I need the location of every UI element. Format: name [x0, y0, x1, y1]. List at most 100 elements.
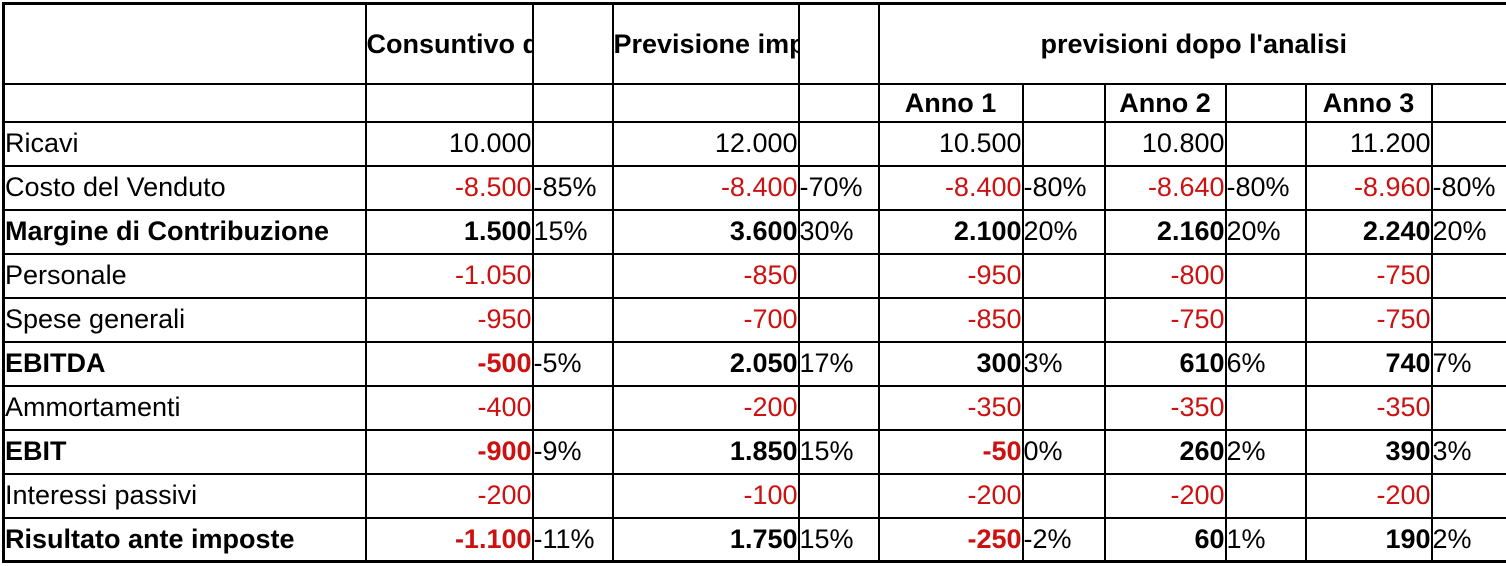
- row-label: Interessi passivi: [2, 472, 367, 519]
- cell-percent: [1021, 472, 1106, 519]
- cell-value: 190: [1304, 516, 1433, 563]
- header-consuntivo-di-partenza: Consuntivo di partenza: [364, 2, 534, 85]
- cell-value: -350: [877, 384, 1024, 431]
- table-row: Risultato ante imposte -1.100 -11% 1.750 15%…: [2, 516, 1506, 563]
- cell-value: -350: [1103, 384, 1227, 431]
- cell-percent: [1021, 120, 1106, 167]
- row-label: Costo del Venduto: [2, 164, 367, 211]
- cell-value: -950: [877, 252, 1024, 299]
- cell-value: 12.000: [611, 120, 800, 167]
- cell-value: 2.050: [611, 340, 800, 387]
- cell-value: -200: [1304, 472, 1433, 519]
- row-label: Spese generali: [2, 296, 367, 343]
- cell-percent: [797, 296, 880, 343]
- cell-percent: [531, 120, 614, 167]
- cell-percent: -80%: [1021, 164, 1106, 211]
- cell-percent: [797, 472, 880, 519]
- cell-percent: [1430, 296, 1506, 343]
- table-row: Costo del Venduto -8.500 -85% -8.400 -70% -8.…: [2, 164, 1506, 211]
- cell-value: -8.640: [1103, 164, 1227, 211]
- cell-percent: 17%: [797, 340, 880, 387]
- cell-value: -200: [611, 384, 800, 431]
- row-label: EBIT: [2, 428, 367, 475]
- cell-value: 610: [1103, 340, 1227, 387]
- cell-value: 260: [1103, 428, 1227, 475]
- cell-percent: [1224, 472, 1307, 519]
- cell-percent: -5%: [531, 340, 614, 387]
- cell-value: -50: [877, 428, 1024, 475]
- cell-percent: 1%: [1224, 516, 1307, 563]
- table-row: Interessi passivi -200 -100 -200 -200 -200: [2, 472, 1506, 519]
- cell-percent: 0%: [1021, 428, 1106, 475]
- cell-percent: [797, 120, 880, 167]
- empty-cell: [364, 82, 534, 123]
- cell-percent: [797, 384, 880, 431]
- cell-value: -900: [364, 428, 534, 475]
- cell-percent: [1021, 384, 1106, 431]
- empty-cell: [2, 82, 367, 123]
- cell-value: -850: [877, 296, 1024, 343]
- empty-cell: [611, 82, 800, 123]
- cell-percent: [797, 252, 880, 299]
- cell-value: -350: [1304, 384, 1433, 431]
- cell-percent: [1224, 296, 1307, 343]
- corner-empty-cell: [2, 2, 367, 85]
- header-anno-1: Anno 1: [877, 82, 1024, 123]
- cell-percent: 20%: [1430, 208, 1506, 255]
- cell-percent: [1430, 120, 1506, 167]
- row-label: Ammortamenti: [2, 384, 367, 431]
- row-label: Ricavi: [2, 120, 367, 167]
- empty-cell: [531, 82, 614, 123]
- row-label: Risultato ante imposte: [2, 516, 367, 563]
- cell-value: 11.200: [1304, 120, 1433, 167]
- table-row: EBITDA -500 -5% 2.050 17% 300 3% 610 6% 740 7%: [2, 340, 1506, 387]
- cell-percent: [1224, 384, 1307, 431]
- cell-value: 2.160: [1103, 208, 1227, 255]
- cell-value: 390: [1304, 428, 1433, 475]
- cell-value: -500: [364, 340, 534, 387]
- cell-percent: [1021, 296, 1106, 343]
- table-row: EBIT -900 -9% 1.850 15% -50 0% 260 2% 390 3%: [2, 428, 1506, 475]
- cell-value: 2.100: [877, 208, 1024, 255]
- table-row: Ammortamenti -400 -200 -350 -350 -350: [2, 384, 1506, 431]
- cell-value: 3.600: [611, 208, 800, 255]
- header-anno-3: Anno 3: [1304, 82, 1433, 123]
- empty-cell: [797, 2, 880, 85]
- cell-percent: 20%: [1224, 208, 1307, 255]
- cell-value: 10.800: [1103, 120, 1227, 167]
- cell-value: -800: [1103, 252, 1227, 299]
- cell-percent: 2%: [1430, 516, 1506, 563]
- cell-percent: -70%: [797, 164, 880, 211]
- header-anno-2: Anno 2: [1103, 82, 1227, 123]
- cell-percent: -11%: [531, 516, 614, 563]
- cell-value: 2.240: [1304, 208, 1433, 255]
- empty-cell: [531, 2, 614, 85]
- cell-percent: [1430, 472, 1506, 519]
- header-row-1: Consuntivo di partenza Previsione impren…: [2, 2, 1506, 85]
- cell-value: -8.400: [877, 164, 1024, 211]
- cell-percent: [531, 472, 614, 519]
- header-previsioni-dopo-analisi: previsioni dopo l'analisi: [877, 2, 1506, 85]
- cell-value: -8.960: [1304, 164, 1433, 211]
- cell-value: -400: [364, 384, 534, 431]
- cell-value: 1.500: [364, 208, 534, 255]
- cell-value: 300: [877, 340, 1024, 387]
- cell-percent: 2%: [1224, 428, 1307, 475]
- cell-value: -200: [364, 472, 534, 519]
- cell-value: -700: [611, 296, 800, 343]
- table-row: Ricavi 10.000 12.000 10.500 10.800 11.200: [2, 120, 1506, 167]
- cell-value: -100: [611, 472, 800, 519]
- cell-value: 10.500: [877, 120, 1024, 167]
- row-label: EBITDA: [2, 340, 367, 387]
- cell-value: 60: [1103, 516, 1227, 563]
- cell-percent: -80%: [1430, 164, 1506, 211]
- table-body: Ricavi 10.000 12.000 10.500 10.800 11.200 Cost…: [2, 120, 1506, 563]
- empty-cell: [1224, 82, 1307, 123]
- cell-value: 1.850: [611, 428, 800, 475]
- cell-percent: [1224, 120, 1307, 167]
- cell-percent: 20%: [1021, 208, 1106, 255]
- cell-value: 1.750: [611, 516, 800, 563]
- cell-percent: 7%: [1430, 340, 1506, 387]
- row-label: Margine di Contribuzione: [2, 208, 367, 255]
- cell-value: -1.050: [364, 252, 534, 299]
